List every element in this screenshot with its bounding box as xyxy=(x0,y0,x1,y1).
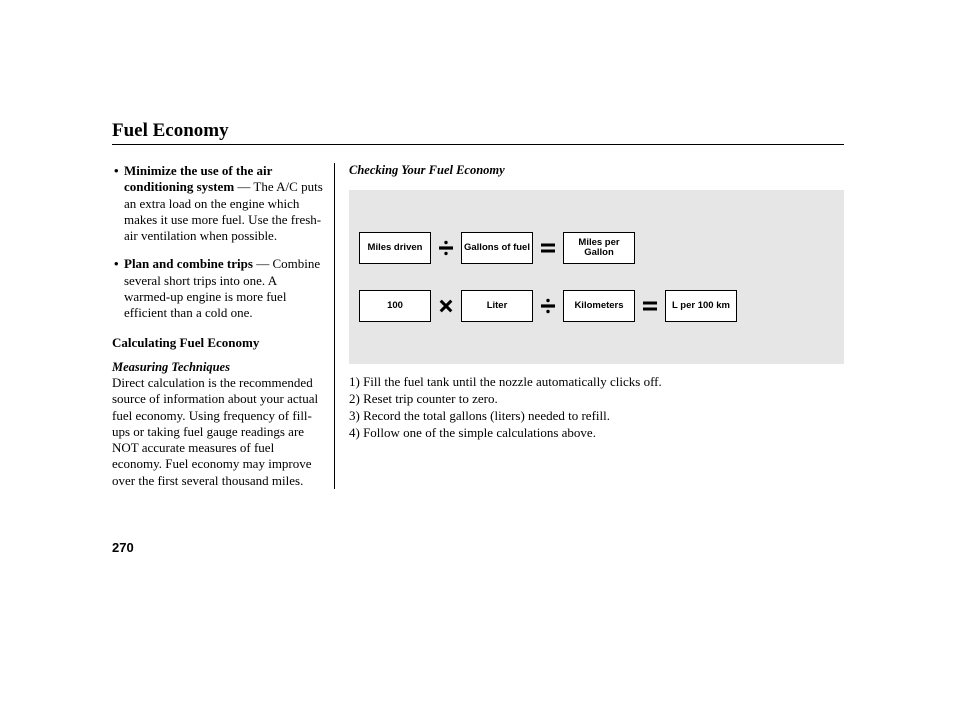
formula-box: Miles driven xyxy=(359,232,431,264)
times-icon xyxy=(431,297,461,315)
bullet-bold: Plan and combine trips xyxy=(124,256,253,271)
two-column-layout: • Minimize the use of the air conditioni… xyxy=(112,163,844,489)
equals-icon xyxy=(635,297,665,315)
page-number: 270 xyxy=(112,540,134,555)
bullet-dot: • xyxy=(112,256,124,321)
equals-icon xyxy=(533,239,563,257)
right-column: Checking Your Fuel Economy Miles driven … xyxy=(335,163,844,489)
bullet-item: • Minimize the use of the air conditioni… xyxy=(112,163,324,244)
formula-box: L per 100 km xyxy=(665,290,737,322)
paragraph-heading: Measuring Techniques xyxy=(112,360,324,376)
diagram-heading: Checking Your Fuel Economy xyxy=(349,163,844,178)
formula-box: Miles per Gallon xyxy=(563,232,635,264)
formula-row-imperial: Miles driven Gallons of fuel Miles per G… xyxy=(359,232,834,264)
formula-box: Kilometers xyxy=(563,290,635,322)
step-item: 1) Fill the fuel tank until the nozzle a… xyxy=(349,374,844,391)
subsection-heading: Calculating Fuel Economy xyxy=(112,335,324,351)
bullet-item: • Plan and combine trips — Combine sever… xyxy=(112,256,324,321)
bullet-text: Plan and combine trips — Combine several… xyxy=(124,256,324,321)
left-column: • Minimize the use of the air conditioni… xyxy=(112,163,335,489)
steps-list: 1) Fill the fuel tank until the nozzle a… xyxy=(349,374,844,442)
formula-box: 100 xyxy=(359,290,431,322)
formula-box: Gallons of fuel xyxy=(461,232,533,264)
formula-row-metric: 100 Liter Kilometers L per 100 km xyxy=(359,290,834,322)
calculation-diagram: Miles driven Gallons of fuel Miles per G… xyxy=(349,190,844,364)
step-item: 4) Follow one of the simple calculations… xyxy=(349,425,844,442)
manual-page: Fuel Economy • Minimize the use of the a… xyxy=(0,0,954,710)
step-item: 2) Reset trip counter to zero. xyxy=(349,391,844,408)
page-title: Fuel Economy xyxy=(112,120,844,145)
divide-icon xyxy=(533,297,563,315)
formula-box: Liter xyxy=(461,290,533,322)
bullet-dot: • xyxy=(112,163,124,244)
divide-icon xyxy=(431,239,461,257)
paragraph-body: Direct calculation is the recommended so… xyxy=(112,375,324,489)
bullet-text: Minimize the use of the air conditioning… xyxy=(124,163,324,244)
step-item: 3) Record the total gallons (liters) nee… xyxy=(349,408,844,425)
